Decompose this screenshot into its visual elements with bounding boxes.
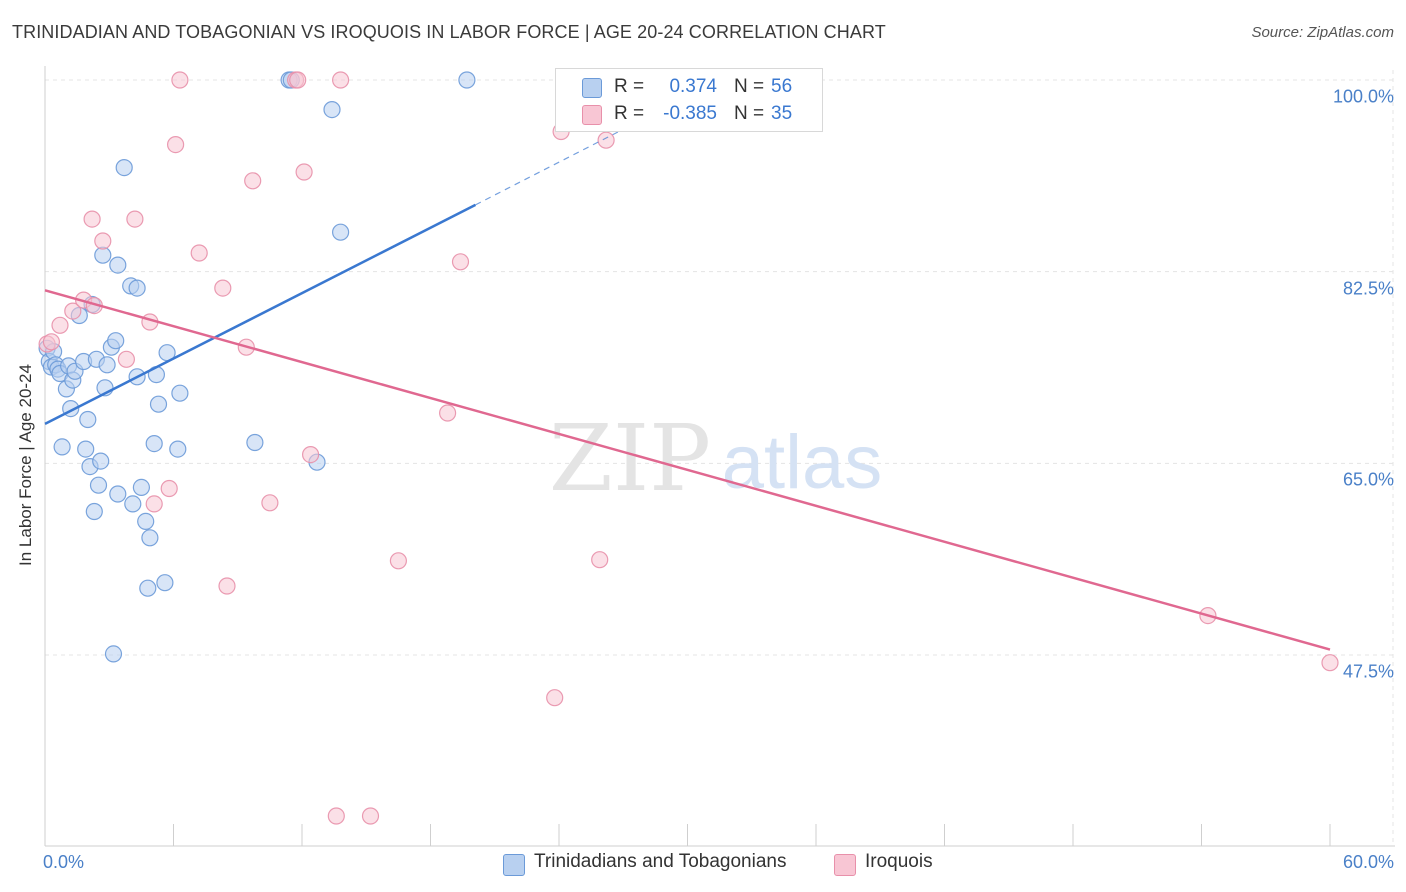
iroquois-point-27 [361,807,380,825]
iroquois-point-7 [94,232,112,250]
legend-r-value: 0.374 [669,76,717,97]
legend-label-trinidadians: Trinidadians and Tobagonians [534,851,787,872]
trinidadian-point-43 [156,574,174,592]
iroquois-point-31 [546,689,564,707]
trinidadian-point-31 [115,159,133,177]
trinidadian-point-15 [77,440,95,458]
iroquois-point-22 [289,71,307,89]
iroquois-point-24 [302,446,320,464]
iroquois-point-1 [42,333,61,351]
legend-r-value: -0.385 [663,103,717,124]
iroquois-point-33 [591,551,609,569]
series-legend: Trinidadians and Tobagonians Iroquois [0,851,1406,879]
iroquois-point-9 [126,210,144,228]
trinidadian-point-29 [109,256,127,274]
legend-row-series1: R = 0.374 N = 56 [556,75,822,99]
iroquois-point-28 [389,552,407,570]
iroquois-point-20 [261,494,279,512]
legend-n-value: 56 [771,76,793,97]
iroquois-point-29 [439,404,457,422]
x-tick-label-min: 0.0% [43,852,85,872]
trinidadian-point-39 [141,529,159,547]
y-tick-label: 47.5% [1342,661,1394,682]
y-tick-label: 65.0% [1342,469,1394,490]
watermark-atlas: atlas [722,420,883,505]
iroquois-point-2 [51,316,69,334]
trinidadian-point-27 [104,645,123,663]
y-tick-label: 100.0% [1332,86,1394,107]
stats-legend: R = 0.374 N = 56 R = -0.385 N = 35 [555,68,823,132]
legend-r-label: R = [614,103,645,124]
trinidadian-point-40 [145,435,163,453]
iroquois-point-3 [64,302,82,320]
trend-lines [44,123,1331,651]
source-note: Source: ZipAtlas.com [1251,24,1394,41]
iroquois-point-5 [83,210,101,228]
axes [44,66,1395,847]
trinidadian-point-22 [92,452,110,470]
trinidadian-point-21 [89,476,108,494]
iroquois-point-19 [244,172,262,190]
trinidadian-trend-line [44,203,477,426]
y-tick-label: 82.5% [1342,278,1394,299]
iroquois-point-30 [451,253,470,271]
iroquois-point-26 [327,807,345,825]
legend-row-series2: R = -0.385 N = 35 [556,102,822,126]
iroquois-point-8 [117,350,136,368]
legend-n-label: N = [734,103,765,124]
trinidadian-point-37 [137,512,155,531]
iroquois-point-17 [218,577,236,595]
iroquois-point-12 [160,479,178,498]
trinidadian-point-38 [139,579,157,597]
trinidadian-point-7 [53,438,71,456]
chart-title: TRINIDADIAN AND TOBAGONIAN VS IROQUOIS I… [12,22,886,42]
trinidadian-point-47 [246,433,264,452]
trinidadian-point-25 [98,356,116,374]
iroquois-point-15 [190,244,208,262]
watermark-zip: ZIP [549,405,711,512]
trinidadian-point-53 [458,71,476,89]
trinidadian-point-16 [79,410,97,429]
legend-label-iroquois: Iroquois [865,851,933,872]
iroquois-point-36 [1321,654,1339,672]
trinidadian-point-52 [332,223,350,241]
watermark: ZIP atlas [549,405,882,512]
legend-n-value: 35 [771,103,793,124]
trinidadian-point-19 [85,502,103,521]
trinidadian-point-42 [149,395,168,413]
trinidadian-point-30 [109,485,127,503]
trinidadian-point-23 [94,246,112,264]
series1-swatch [582,78,602,98]
trinidadian-point-45 [169,440,187,458]
trinidadian-point-51 [323,100,341,119]
iroquois-trend-line [44,289,1331,651]
x-tick-label-max: 60.0% [1342,852,1394,872]
trinidadian-point-28 [107,332,125,350]
iroquois-point-23 [295,163,313,181]
iroquois-point-14 [171,71,189,89]
iroquois-point-25 [332,71,350,89]
iroquois-point-11 [145,495,163,513]
legend-swatch-trinidadians [503,854,525,876]
iroquois-point-13 [167,136,185,154]
iroquois-point-16 [214,279,232,297]
trinidadian-point-46 [171,384,189,402]
legend-swatch-iroquois [834,854,856,876]
trinidadian-point-33 [124,495,142,513]
trinidadian-point-35 [128,279,146,297]
series2-swatch [582,105,602,125]
iroquois-point-34 [597,131,615,149]
trinidadian-trend-extension [475,123,635,206]
trinidadian-point-36 [132,478,150,496]
legend-n-label: N = [734,76,765,97]
legend-r-label: R = [614,76,645,97]
